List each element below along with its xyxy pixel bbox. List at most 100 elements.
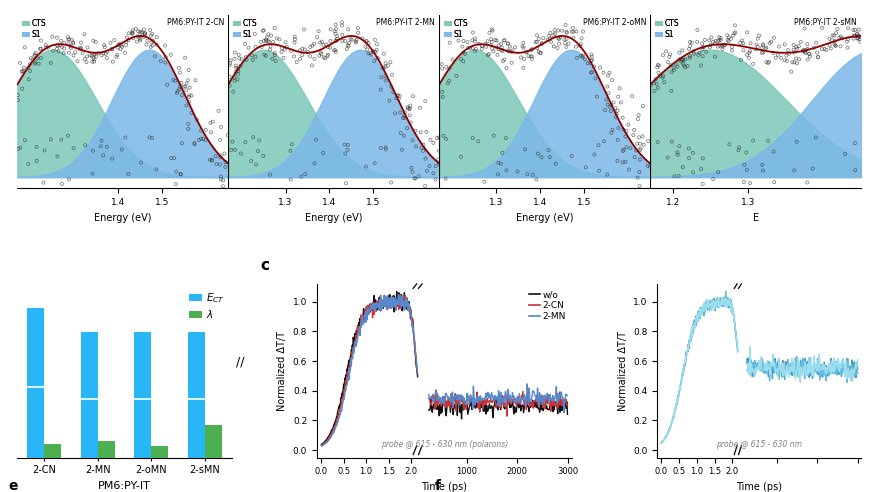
Point — [392, 92, 406, 100]
Point — [259, 35, 273, 43]
Point — [702, 43, 716, 51]
Point — [534, 39, 548, 47]
Point — [402, 104, 416, 112]
Point — [488, 44, 502, 52]
Point — [479, 43, 493, 51]
Point — [821, 35, 835, 43]
Point — [721, 140, 735, 148]
Point — [746, 60, 760, 68]
Point — [218, 158, 232, 166]
Point — [226, 88, 240, 95]
Point — [468, 47, 481, 55]
Point — [139, 41, 153, 49]
Point — [167, 154, 181, 162]
Point — [77, 55, 91, 63]
Point — [397, 114, 411, 122]
Point — [833, 32, 846, 40]
Point — [432, 147, 446, 154]
Point — [706, 38, 720, 46]
Point — [852, 38, 866, 46]
Point — [187, 139, 201, 147]
Point — [692, 49, 706, 57]
Point — [307, 159, 321, 167]
Point — [682, 54, 696, 62]
Point — [827, 42, 841, 50]
Point — [643, 82, 657, 90]
Point — [389, 92, 403, 100]
Point — [615, 147, 629, 155]
Point — [100, 54, 114, 62]
Point — [370, 55, 384, 62]
Point — [546, 31, 560, 39]
Point — [742, 179, 756, 187]
Point — [239, 53, 253, 61]
Point — [531, 48, 545, 56]
Point — [520, 170, 534, 178]
Point — [328, 30, 342, 37]
Point — [158, 42, 172, 50]
Point — [419, 128, 433, 136]
Point — [564, 28, 578, 36]
Point — [426, 169, 440, 177]
Point — [275, 44, 289, 52]
Point — [736, 46, 750, 54]
Point — [95, 51, 109, 59]
Point — [275, 48, 289, 56]
Point — [262, 38, 275, 46]
Point — [694, 39, 708, 47]
Point — [494, 46, 507, 54]
Point — [524, 55, 538, 63]
Point — [528, 176, 542, 184]
X-axis label: Energy (eV): Energy (eV) — [515, 213, 573, 223]
Point — [610, 157, 624, 165]
Point — [194, 126, 208, 134]
Point — [582, 59, 596, 67]
Point — [125, 27, 139, 34]
Point — [573, 42, 587, 50]
Text: PM6:PY-IT 2-MN: PM6:PY-IT 2-MN — [376, 18, 434, 27]
Point — [111, 41, 125, 49]
Point — [640, 162, 654, 170]
Point — [23, 61, 37, 68]
Point — [293, 46, 307, 54]
Point — [18, 136, 32, 144]
Point — [388, 109, 401, 117]
Point — [313, 39, 327, 47]
Point — [600, 72, 614, 80]
Point — [542, 153, 556, 161]
Point — [610, 107, 624, 115]
Point — [468, 35, 481, 43]
Point — [110, 51, 124, 59]
Point — [501, 47, 514, 55]
Point — [534, 40, 548, 48]
Point — [736, 178, 750, 186]
Point — [73, 45, 87, 53]
Point — [169, 89, 183, 97]
Point — [320, 52, 334, 60]
Point — [378, 144, 392, 152]
Point — [635, 132, 649, 140]
Point — [732, 144, 746, 152]
Point — [849, 30, 863, 37]
Point — [172, 64, 186, 72]
Point — [727, 22, 741, 30]
Point — [16, 67, 30, 75]
Point — [631, 111, 645, 119]
Point — [145, 41, 159, 49]
Point — [839, 38, 852, 46]
Point — [552, 35, 566, 43]
Point — [113, 45, 127, 53]
Point — [54, 37, 68, 45]
Point — [628, 147, 642, 154]
Point — [781, 50, 795, 58]
Point — [230, 75, 244, 83]
Point — [242, 44, 255, 52]
Point — [133, 28, 147, 36]
Point — [755, 167, 769, 175]
Point — [474, 45, 488, 53]
Point — [133, 36, 147, 44]
Point — [650, 84, 664, 92]
Point — [552, 40, 566, 48]
Point — [598, 106, 612, 114]
Point — [789, 60, 803, 67]
